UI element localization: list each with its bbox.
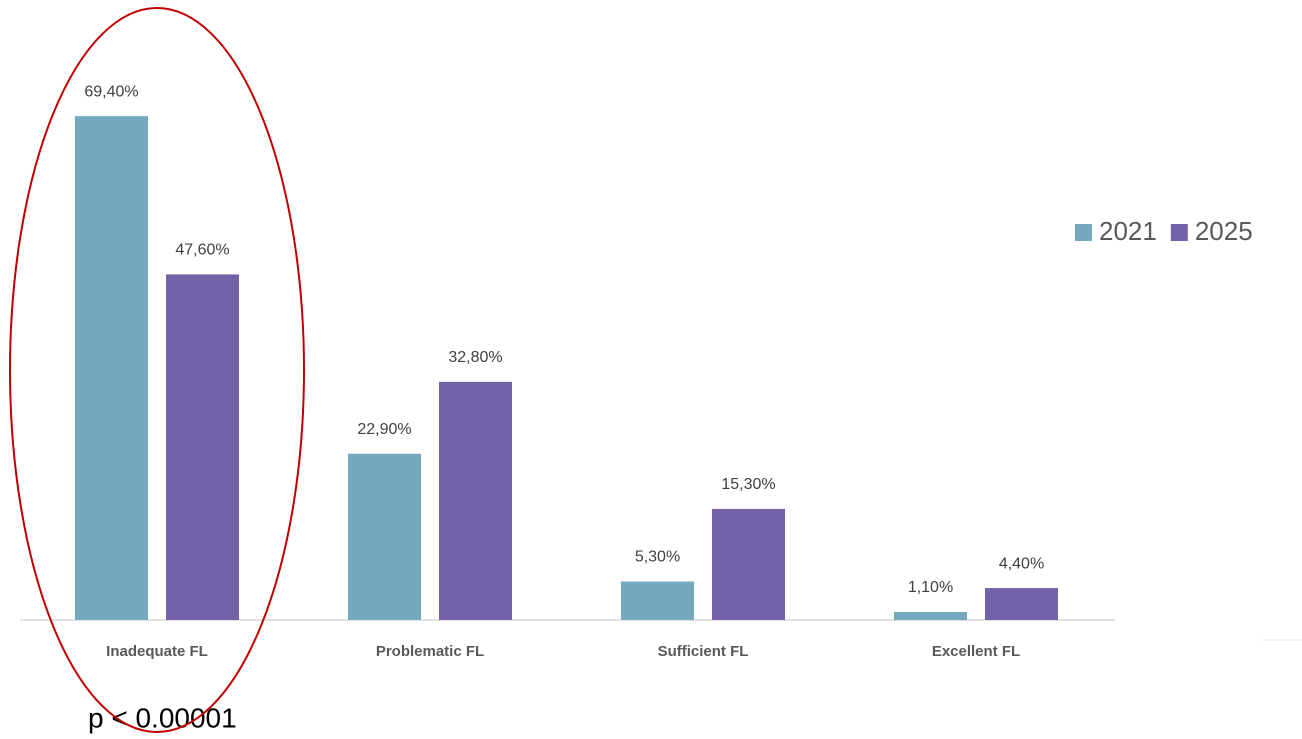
- bar: [985, 588, 1058, 620]
- bar: [348, 453, 421, 620]
- legend-label: 2025: [1195, 216, 1253, 246]
- annotation: p < 0.00001: [88, 702, 237, 733]
- x-tick-label: Problematic FL: [376, 643, 484, 660]
- legend-label: 2021: [1099, 216, 1157, 246]
- highlight-ellipse: [9, 7, 305, 733]
- legend-swatch: [1170, 224, 1188, 241]
- value-label: 22,90%: [357, 421, 411, 438]
- x-tick-label: Excellent FL: [932, 643, 1020, 660]
- x-tick-label: Sufficient FL: [658, 643, 749, 660]
- value-label: 1,10%: [908, 579, 953, 596]
- value-label: 69,40%: [84, 83, 138, 100]
- value-label: 4,40%: [999, 555, 1044, 572]
- bar: [439, 381, 512, 620]
- bar: [712, 508, 785, 620]
- x-tick-label: Inadequate FL: [106, 643, 208, 660]
- value-label: 5,30%: [635, 549, 680, 566]
- value-label: 15,30%: [721, 476, 775, 493]
- bar: [166, 274, 239, 620]
- value-label: 32,80%: [448, 349, 502, 366]
- value-label: 47,60%: [175, 242, 229, 259]
- legend-swatch: [1075, 224, 1092, 241]
- bar: [75, 116, 148, 620]
- bar: [894, 612, 967, 620]
- bar: [621, 581, 694, 620]
